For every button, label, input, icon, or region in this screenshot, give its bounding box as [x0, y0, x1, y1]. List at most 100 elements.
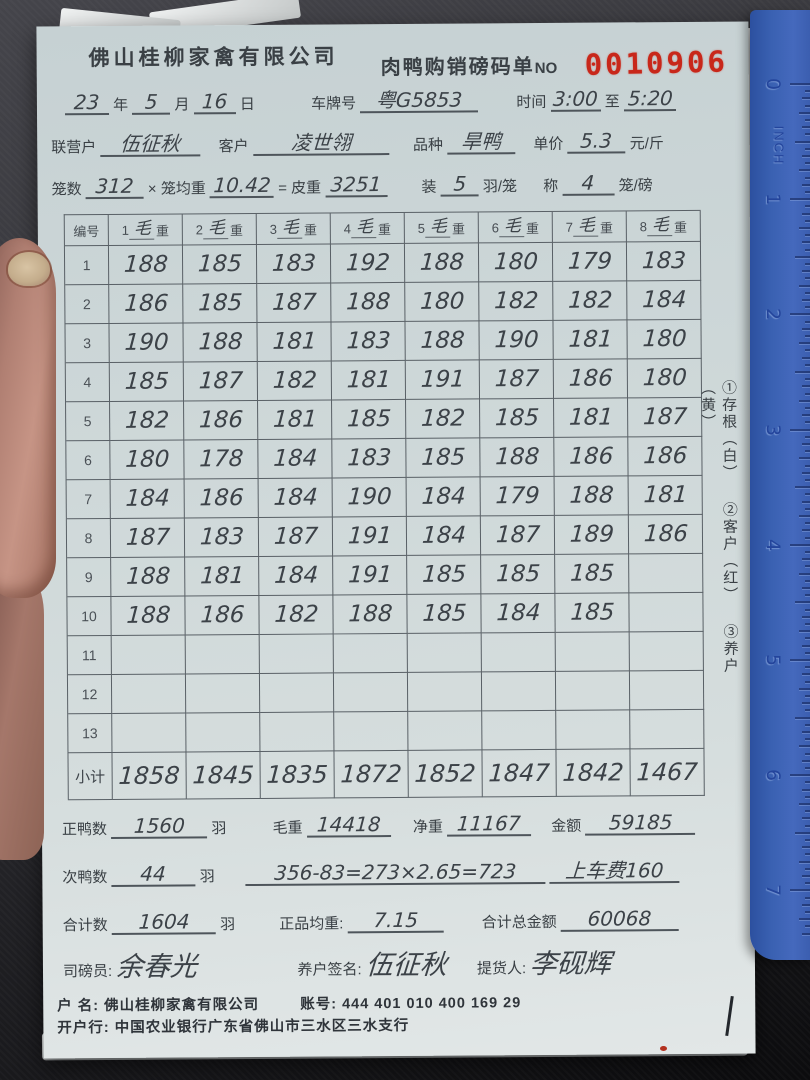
- weight-cell: 181: [258, 400, 333, 440]
- ruler-tick: [805, 90, 810, 93]
- weight-cell: 183: [256, 244, 332, 284]
- row-number: 11: [67, 635, 112, 676]
- weight-cell: 188: [183, 322, 258, 363]
- ruler-tick: [802, 183, 810, 186]
- account-name-value: 佛山桂柳家禽有限公司: [104, 996, 260, 1015]
- ruler-tick: [805, 594, 810, 597]
- weight-cell: 179: [552, 242, 628, 282]
- avg-cage-value: 10.42: [212, 172, 272, 198]
- weight-cell: [185, 634, 260, 675]
- gross-value: 14418: [316, 812, 382, 837]
- ruler-tick: [805, 320, 810, 323]
- ruler-tick: [805, 219, 810, 222]
- subtotal-cell: 1845: [186, 751, 261, 800]
- weight-cell: 180: [405, 282, 480, 322]
- account-no-label: 账号:: [300, 996, 338, 1013]
- ruler-number: 7: [762, 884, 784, 897]
- good-ducks-value: 1560: [132, 813, 186, 838]
- ruler-tick: [805, 536, 810, 539]
- ruler-tick: [802, 875, 810, 877]
- weight-cell: 180: [627, 319, 702, 360]
- ruler-tick: [802, 126, 810, 129]
- weight-cell: [629, 670, 705, 711]
- time-start-value: 3:00: [552, 86, 599, 111]
- farmer-label: 养户签名:: [297, 961, 362, 979]
- ruler-tick: [799, 399, 810, 402]
- weight-cell: 182: [479, 281, 554, 322]
- ruler-tick: [790, 428, 810, 431]
- consignee-label: 提货人:: [476, 960, 527, 978]
- summary-line-1: 正鸭数 1560 羽 毛重 14418 净重 11167 金额 59185: [61, 810, 696, 839]
- ruler-tick: [802, 731, 810, 733]
- ruler-tick: [802, 673, 810, 676]
- partner-label: 联营户: [51, 139, 97, 157]
- row-number: 13: [68, 713, 113, 754]
- ruler-tick: [805, 853, 810, 856]
- weight-cell: [333, 672, 409, 713]
- subtotal-cell: 1872: [334, 750, 409, 799]
- weight-cell: 185: [480, 398, 555, 439]
- net-value: 11167: [456, 811, 522, 836]
- good-ducks-label: 正鸭数: [61, 821, 108, 839]
- weight-cell: 178: [184, 439, 259, 480]
- ruler-tick: [802, 299, 810, 301]
- row-number: 10: [67, 596, 112, 637]
- month-value: 5: [144, 89, 159, 114]
- ruler-tick: [805, 695, 810, 697]
- weight-cell: 188: [111, 596, 186, 636]
- ruler-tick: [805, 479, 810, 481]
- to-label: 至: [604, 93, 620, 111]
- ruler-tick: [805, 911, 810, 913]
- ruler-tick: [799, 918, 810, 921]
- weight-cell: [260, 712, 335, 752]
- weight-cell: 191: [333, 555, 408, 596]
- ruler-tick: [802, 759, 810, 762]
- farmer-signature: 伍征秋: [364, 949, 448, 982]
- weight-cell: 186: [553, 359, 629, 399]
- account-name-label: 户 名:: [57, 998, 100, 1015]
- weight-cell: 189: [554, 515, 630, 555]
- price-unit: 元/斤: [629, 135, 664, 153]
- weight-cell: 186: [628, 514, 704, 555]
- ruler-tick: [805, 867, 810, 870]
- inch-ruler: 0 1 2 3 4 5 6 7 INCH: [750, 10, 810, 960]
- weight-cell: 181: [331, 360, 407, 401]
- weight-cell: 188: [333, 594, 408, 635]
- row-number: 7: [66, 479, 111, 520]
- weight-cell: [482, 710, 557, 751]
- weight-cell: [555, 632, 630, 672]
- weight-cell: 187: [257, 283, 332, 323]
- ruler-tick: [802, 846, 810, 849]
- weight-cell: 182: [257, 361, 333, 401]
- year-label: 年: [113, 96, 129, 114]
- weight-cell: 186: [554, 437, 629, 477]
- weight-cell: 185: [407, 594, 482, 634]
- breed-value: 旱鸭: [460, 129, 502, 154]
- ruler-tick: [802, 356, 810, 359]
- weight-cell: [259, 634, 334, 674]
- ruler-tick: [805, 579, 810, 582]
- weight-cell: [407, 633, 482, 673]
- weight-cell: 188: [331, 282, 406, 323]
- year-value: 23: [73, 90, 101, 115]
- weight-cell: 184: [110, 479, 185, 519]
- ruler-tick: [799, 630, 810, 633]
- ruler-tick: [805, 896, 810, 899]
- ruler-number: 4: [762, 538, 784, 551]
- ruler-tick: [805, 119, 810, 121]
- ruler-tick: [802, 903, 810, 906]
- no-label: NO: [534, 59, 558, 78]
- weight-cell: 182: [110, 401, 185, 441]
- weight-cell: 188: [404, 243, 480, 283]
- grand-total-label: 合计总金额: [481, 913, 557, 932]
- ruler-tick: [802, 817, 810, 820]
- cage-line: 笼数 312 × 笼均重 10.42 = 皮重 3251 装 5 羽/笼 称 4…: [51, 171, 653, 200]
- ruler-tick: [805, 392, 810, 395]
- ruler-tick: [795, 140, 810, 143]
- table-corner-label: 编号: [64, 214, 109, 247]
- ruler-tick: [805, 767, 810, 769]
